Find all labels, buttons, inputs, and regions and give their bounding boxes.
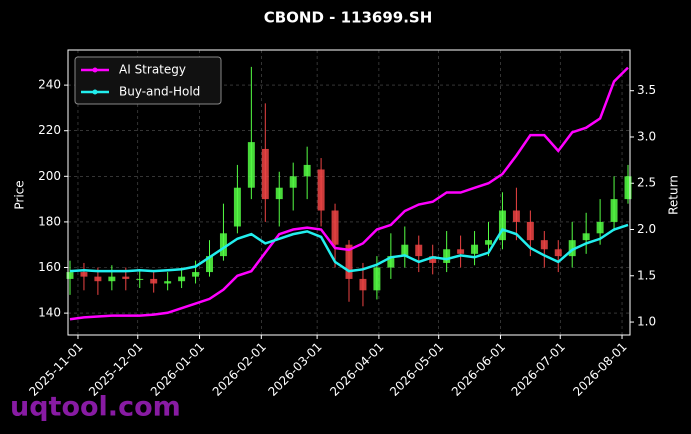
y-tick-label: 180	[38, 214, 61, 228]
legend-marker	[92, 67, 98, 73]
series-line	[69, 66, 629, 321]
candle-body	[457, 249, 465, 254]
y-tick-label: 140	[38, 306, 61, 320]
candle-body	[275, 187, 283, 200]
candle-body	[582, 233, 590, 241]
y-tick-label: 200	[38, 169, 61, 183]
candle-body	[108, 276, 116, 282]
candle-body	[512, 210, 520, 222]
candle-body	[80, 272, 88, 277]
candle-body	[526, 221, 534, 241]
candle-body	[387, 256, 395, 268]
chart-title: CBOND - 113699.SH	[264, 9, 433, 27]
candle-body	[233, 187, 241, 227]
candle-body	[331, 210, 339, 245]
y-tick-label: 240	[38, 78, 61, 92]
candle-body	[219, 233, 227, 257]
candle-body	[429, 256, 437, 263]
candle-body	[261, 148, 269, 200]
candle-body	[554, 249, 562, 257]
candle-body	[303, 164, 311, 177]
candle-body	[136, 278, 144, 280]
candle-body	[66, 272, 74, 279]
candle-body	[596, 221, 604, 234]
legend-marker	[92, 89, 98, 95]
candle-body	[317, 169, 325, 211]
candle-body	[373, 267, 381, 291]
candle-body	[247, 142, 255, 188]
y2-tick-label: 2.5	[637, 176, 656, 190]
y2-tick-label: 1.5	[637, 268, 656, 282]
legend-box	[74, 56, 222, 105]
y2-tick-label: 3.5	[637, 83, 656, 97]
candle-body	[540, 240, 548, 250]
candle-body	[289, 176, 297, 188]
candle-body	[401, 244, 409, 257]
candle-body	[164, 281, 172, 284]
y-tick-label: 220	[38, 123, 61, 137]
watermark: uqtool.com	[10, 392, 181, 423]
y2-tick-label: 2.0	[637, 222, 656, 236]
candle-body	[610, 199, 618, 222]
y-axis-label: Price	[13, 180, 27, 209]
candle-body	[415, 244, 423, 257]
candle-body	[94, 276, 102, 282]
candle-body	[122, 276, 130, 279]
candle-body	[206, 256, 213, 273]
legend: AI Strategy Buy-and-Hold	[74, 56, 222, 105]
candle-body	[471, 244, 479, 254]
y2-tick-label: 3.0	[637, 129, 656, 143]
candle-body	[568, 240, 576, 257]
candle-body	[443, 249, 451, 263]
candle-body	[345, 244, 353, 279]
candle-body	[359, 278, 367, 291]
candle-body	[178, 276, 186, 282]
series-line	[69, 223, 629, 273]
candle-body	[485, 240, 492, 245]
candle-body	[150, 278, 158, 284]
legend-label: Buy-and-Hold	[119, 85, 200, 99]
candle-body	[624, 176, 632, 200]
legend-label: AI Strategy	[119, 63, 186, 77]
candle-body	[498, 210, 506, 241]
y-tick-label: 160	[38, 260, 61, 274]
y2-tick-label: 1.0	[637, 315, 656, 329]
candle-body	[192, 272, 200, 277]
y2-axis-label: Return	[667, 175, 681, 215]
plot-frame	[67, 49, 631, 336]
